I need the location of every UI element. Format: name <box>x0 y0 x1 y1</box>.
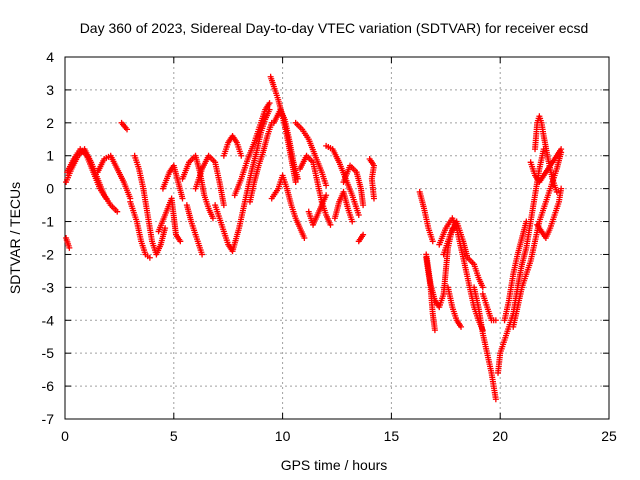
y-tick-label: 1 <box>46 148 54 164</box>
y-tick-label: -5 <box>42 345 55 361</box>
chart-title: Day 360 of 2023, Sidereal Day-to-day VTE… <box>80 20 589 36</box>
x-tick-label: 15 <box>384 428 400 444</box>
data-point <box>66 244 73 251</box>
data-point <box>124 126 131 133</box>
y-tick-label: -1 <box>42 214 55 230</box>
data-point <box>492 317 499 324</box>
data-point <box>349 218 356 225</box>
data-point <box>558 146 565 153</box>
data-point <box>220 202 227 209</box>
data-point <box>370 195 377 202</box>
y-tick-label: 0 <box>46 181 54 197</box>
data-point <box>294 175 301 182</box>
data-point <box>523 218 530 225</box>
y-tick-label: -7 <box>42 411 55 427</box>
data-point <box>266 100 273 107</box>
data-point <box>492 396 499 403</box>
y-tick-label: -6 <box>42 378 55 394</box>
data-point <box>360 202 367 209</box>
data-point <box>162 225 169 232</box>
data-markers <box>63 73 565 403</box>
x-tick-label: 10 <box>275 428 291 444</box>
x-tick-label: 5 <box>170 428 178 444</box>
data-point <box>301 235 308 241</box>
data-point <box>431 327 438 334</box>
data-point <box>553 188 560 195</box>
y-axis-title: SDTVAR / TECUs <box>7 182 23 294</box>
grid <box>65 57 609 419</box>
data-point <box>292 179 299 186</box>
data-point <box>458 323 465 330</box>
data-point <box>238 152 245 159</box>
y-tick-label: 4 <box>46 49 54 65</box>
y-tick-label: 3 <box>46 82 54 98</box>
y-tick-label: -3 <box>42 279 55 295</box>
data-point <box>177 238 184 245</box>
y-tick-label: -4 <box>42 312 55 328</box>
data-point <box>199 251 206 258</box>
y-tick-label: -2 <box>42 246 55 262</box>
x-tick-label: 0 <box>61 428 69 444</box>
data-point <box>179 195 186 202</box>
data-point <box>429 238 436 245</box>
data-point <box>323 182 330 189</box>
data-point <box>209 215 216 222</box>
x-axis-title: GPS time / hours <box>281 457 388 473</box>
data-point <box>360 231 367 238</box>
data-point <box>323 192 330 199</box>
x-tick-label: 20 <box>492 428 508 444</box>
data-point <box>327 221 334 228</box>
y-tick-label: 2 <box>46 115 54 131</box>
data-point <box>146 254 153 261</box>
data-point <box>355 211 362 218</box>
data-point <box>114 208 121 215</box>
x-tick-label: 25 <box>601 428 617 444</box>
data-point <box>103 195 110 202</box>
data-point <box>479 284 486 291</box>
data-point <box>558 185 565 192</box>
